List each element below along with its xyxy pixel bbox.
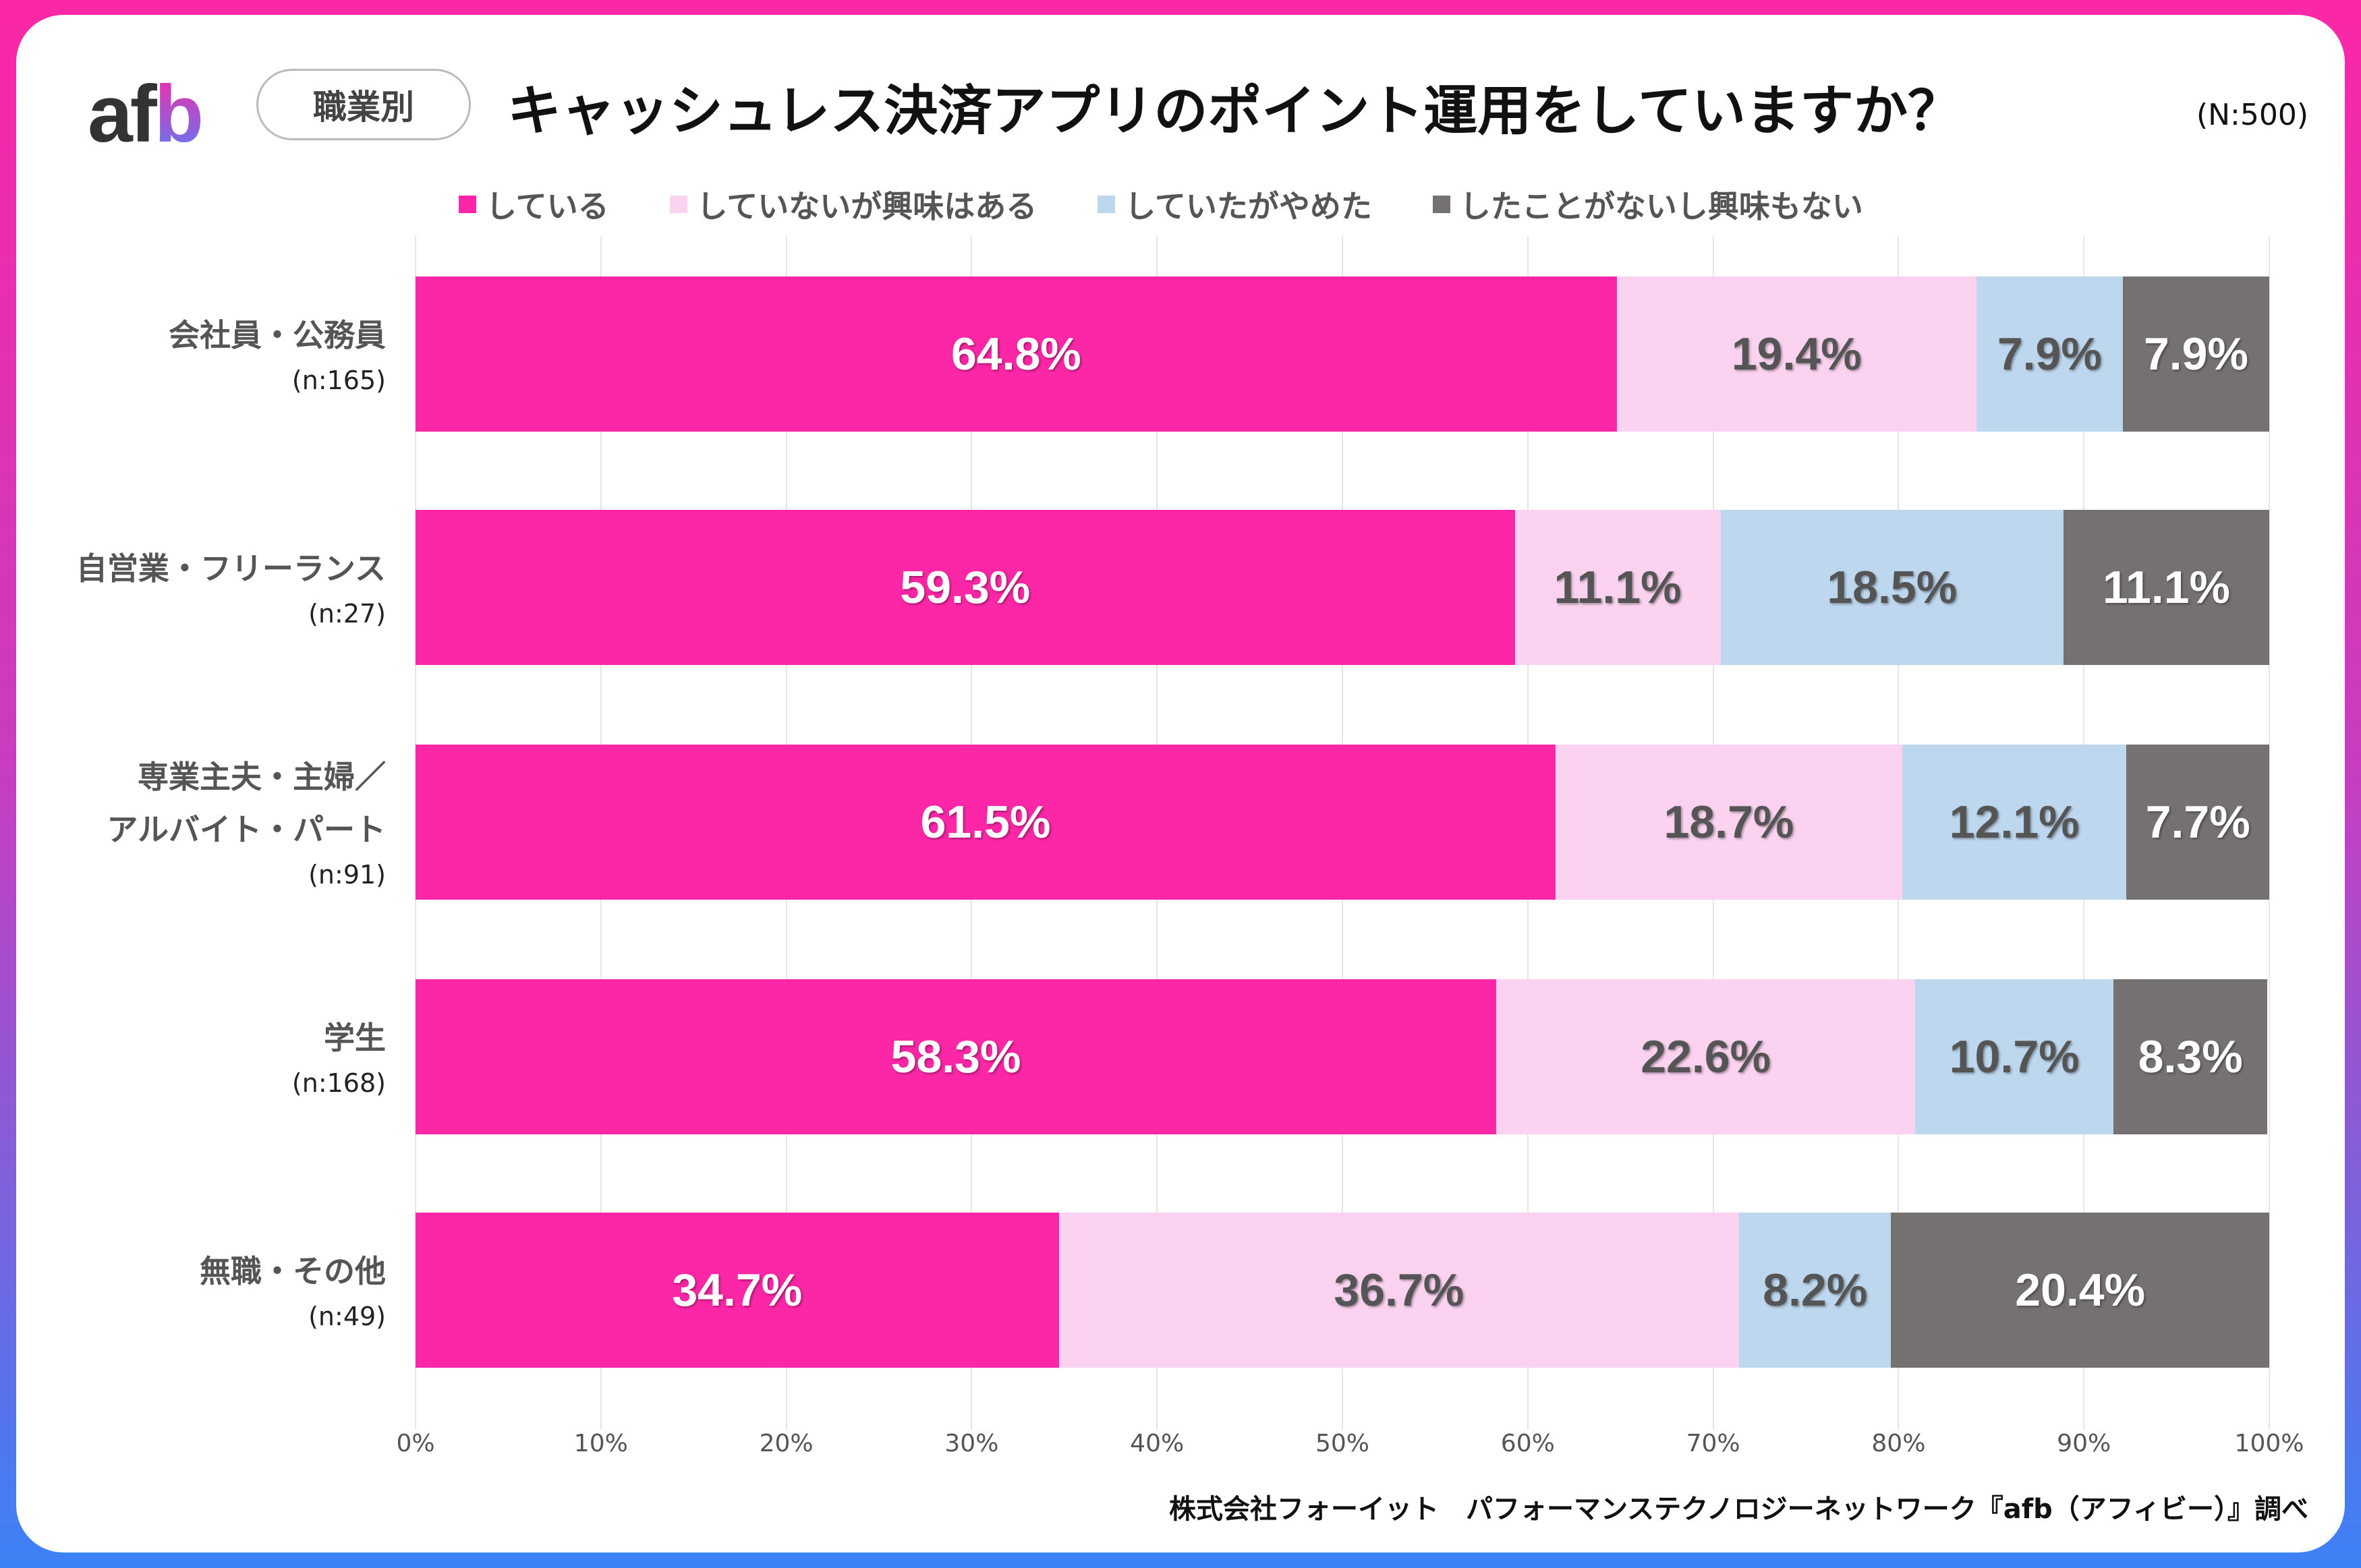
bar-segment: 18.5% (1720, 510, 2064, 665)
x-tick-label: 60% (1500, 1430, 1555, 1457)
data-label: 7.9% (2143, 328, 2248, 380)
data-label: 11.1% (1554, 562, 1682, 613)
x-tick-label: 0% (396, 1430, 435, 1457)
category-name: 会社員・公務員 (169, 317, 386, 353)
x-tick-label: 80% (1871, 1430, 1926, 1457)
category-sample-size: (n:49) (308, 1302, 386, 1331)
x-tick-label: 50% (1315, 1430, 1370, 1457)
category-name: アルバイト・パート (107, 811, 386, 848)
category-sample-size: (n:91) (308, 860, 386, 890)
x-tick-label: 100% (2234, 1430, 2304, 1457)
data-label: 8.2% (1763, 1265, 1868, 1316)
bar-segment: 59.3% (416, 510, 1515, 665)
data-label: 59.3% (900, 562, 1031, 613)
category-name: 専業主夫・主婦／ (138, 759, 386, 795)
category-label: 無職・その他 (n:49) (200, 1245, 386, 1335)
x-tick-label: 10% (573, 1430, 628, 1457)
source-footer: 株式会社フォーイット パフォーマンステクノロジーネットワーク『afb（アフィビー… (1168, 1494, 2308, 1525)
data-label: 7.7% (2145, 796, 2250, 848)
bar-segment: 12.1% (1902, 745, 2127, 900)
data-label: 22.6% (1641, 1031, 1771, 1082)
legend-swatch (1098, 196, 1116, 213)
category-name: 無職・その他 (200, 1253, 386, 1289)
data-label: 18.7% (1663, 796, 1794, 848)
category-sample-size: (n:168) (291, 1068, 386, 1098)
bar-segment: 8.2% (1739, 1213, 1891, 1368)
bar-segment: 36.7% (1058, 1213, 1740, 1368)
legend-item: している (459, 182, 609, 227)
category-label: 自営業・フリーランス (n:27) (76, 542, 386, 633)
legend-item: したことがないし興味もない (1432, 182, 1863, 227)
x-tick-label: 40% (1130, 1430, 1185, 1457)
legend-label: したことがないし興味もない (1459, 188, 1863, 225)
bar-segment: 19.4% (1616, 277, 1976, 432)
bar-segment: 7.9% (1976, 277, 2123, 432)
data-label: 8.3% (2138, 1031, 2243, 1082)
chart-title: キャッシュレス決済アプリのポイント運用をしていますか？ (507, 80, 1962, 142)
bar-segment: 34.7% (416, 1213, 1059, 1368)
data-label: 7.9% (1997, 328, 2102, 380)
data-label: 10.7% (1949, 1031, 2080, 1082)
total-sample-size: (N:500) (2196, 98, 2308, 132)
legend: している していないが興味はある していたがやめた したことがないし興味もない (459, 182, 1863, 227)
x-tick-label: 70% (1686, 1430, 1740, 1457)
legend-swatch (1432, 196, 1450, 213)
bar-segment: 58.3% (416, 979, 1497, 1134)
legend-item: していないが興味はある (669, 182, 1037, 227)
data-label: 19.4% (1731, 328, 1862, 380)
category-name: 学生 (324, 1020, 386, 1056)
gridline (2269, 236, 2270, 1430)
category-label: 専業主夫・主婦／ アルバイト・パート (n:91) (107, 751, 386, 894)
category-sample-size: (n:165) (291, 366, 386, 395)
category-pill: 職業別 (256, 69, 471, 140)
data-label: 34.7% (672, 1265, 803, 1316)
category-sample-size: (n:27) (308, 599, 386, 629)
x-tick-label: 30% (944, 1430, 999, 1457)
bar-segment: 8.3% (2113, 979, 2268, 1134)
category-label: 会社員・公務員 (n:165) (169, 309, 386, 399)
bar-segment: 7.9% (2122, 277, 2269, 432)
bar-segment: 11.1% (2063, 510, 2269, 665)
bar-segment: 20.4% (1891, 1213, 2269, 1368)
data-label: 64.8% (950, 328, 1081, 380)
legend-label: していたがやめた (1125, 188, 1372, 225)
category-label: 学生 (n:168) (292, 1012, 386, 1102)
data-label: 58.3% (890, 1031, 1021, 1082)
data-label: 18.5% (1827, 562, 1958, 613)
bar-segment: 11.1% (1514, 510, 1721, 665)
bar-segment: 18.7% (1556, 745, 1902, 900)
legend-item: していたがやめた (1098, 182, 1372, 227)
bar-segment: 7.7% (2126, 745, 2269, 900)
data-label: 61.5% (920, 796, 1051, 848)
legend-label: していないが興味はある (696, 188, 1037, 225)
data-label: 36.7% (1334, 1265, 1464, 1316)
bar-segment: 22.6% (1496, 979, 1916, 1134)
category-name: 自営業・フリーランス (76, 550, 386, 587)
bar-segment: 61.5% (416, 745, 1556, 900)
bar-segment: 64.8% (416, 277, 1617, 432)
data-label: 11.1% (2102, 562, 2230, 613)
legend-label: している (486, 188, 609, 225)
afb-logo: afb (88, 69, 204, 159)
data-label: 20.4% (2015, 1265, 2146, 1316)
bar-segment: 10.7% (1915, 979, 2114, 1134)
data-label: 12.1% (1949, 796, 2080, 848)
legend-swatch (669, 196, 687, 213)
legend-swatch (459, 196, 476, 213)
x-tick-label: 90% (2057, 1430, 2111, 1457)
x-tick-label: 20% (759, 1430, 814, 1457)
